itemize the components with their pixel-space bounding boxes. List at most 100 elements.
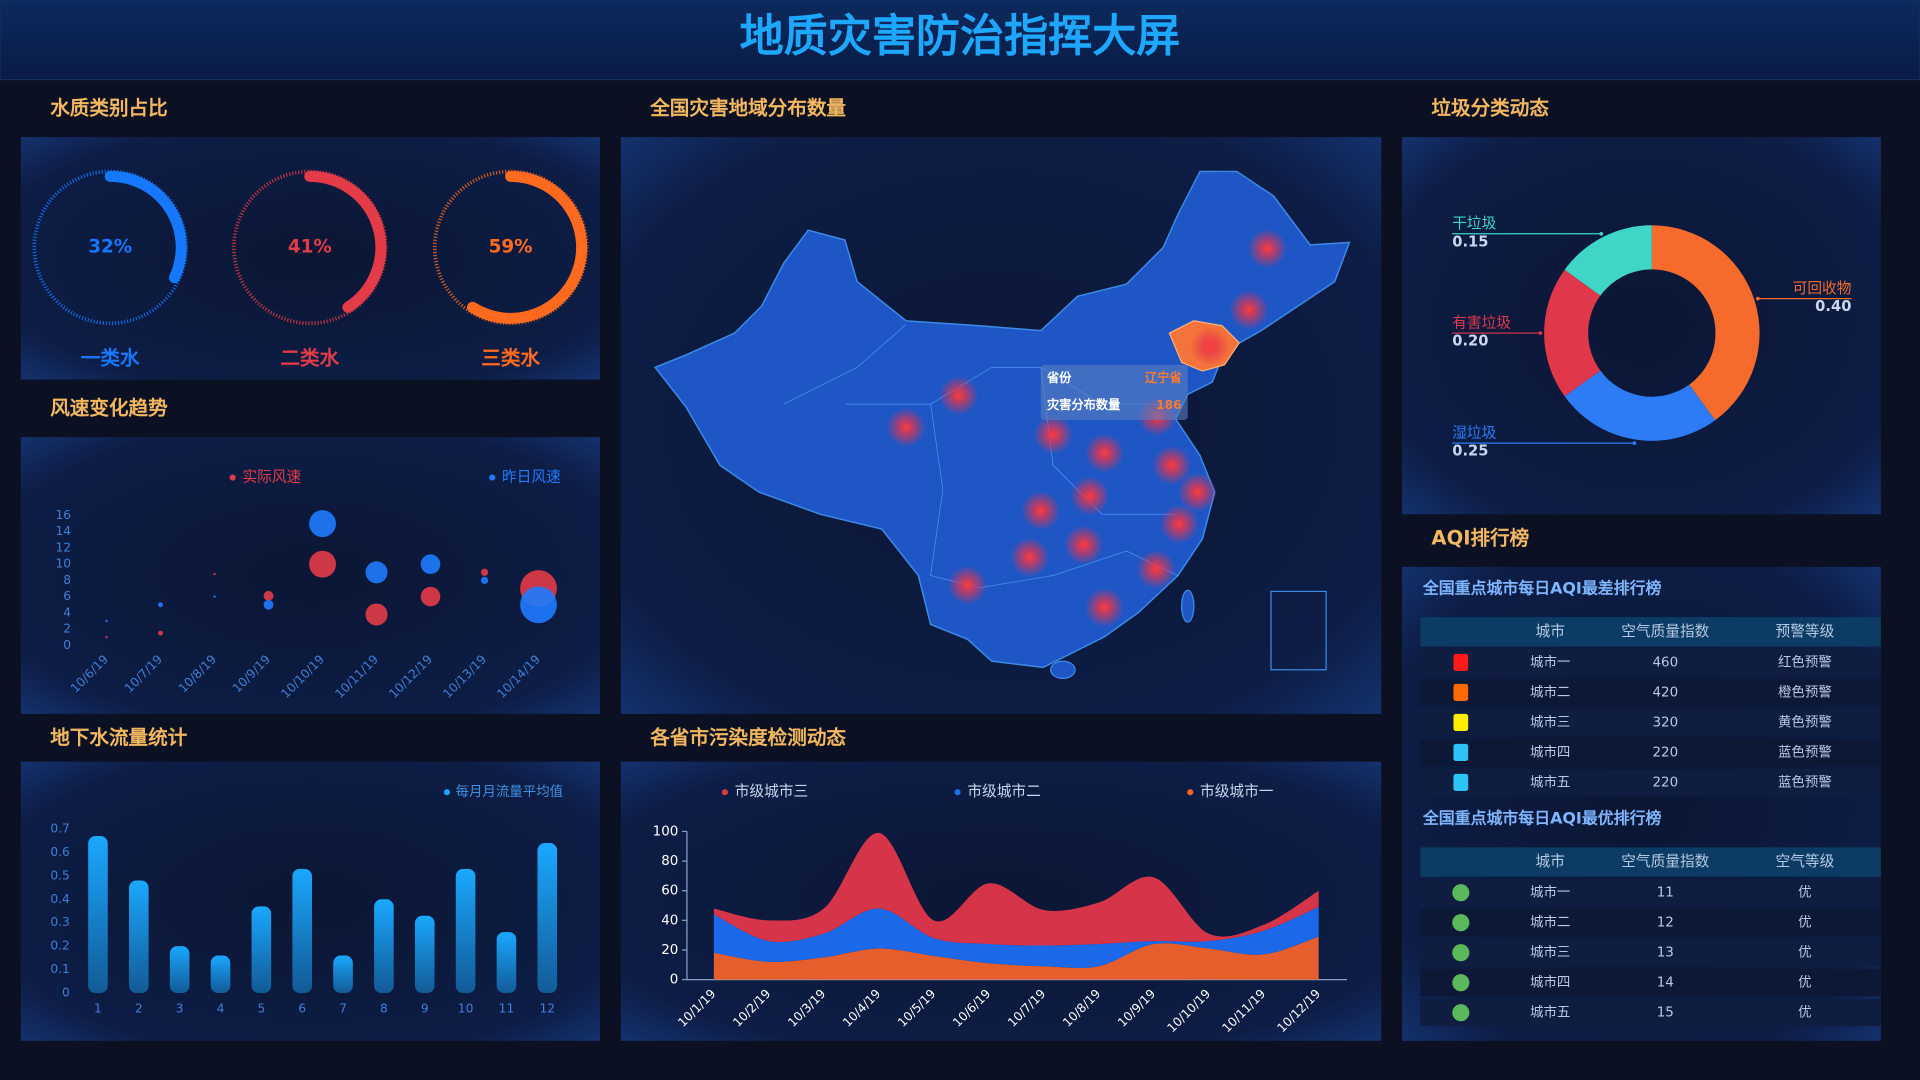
legend-label: 市级城市一 [1200,783,1274,800]
gauge-label: 一类水 [81,346,140,369]
table-cell: 220 [1652,745,1678,760]
table-cell: 优 [1798,975,1811,991]
bubble [213,595,216,598]
y-tick-label: 100 [653,824,679,839]
table-cell: 220 [1652,775,1678,790]
x-tick-label: 12 [540,1001,556,1015]
table-row-bg [1420,909,1881,937]
hotspot [1152,445,1192,485]
x-tick-label: 4 [217,1001,225,1015]
panel-title: 水质类别占比 [50,96,167,119]
y-tick-label: 0.7 [50,821,69,835]
table-cell: 460 [1652,655,1678,670]
table-cell: 城市三 [1530,944,1570,961]
table-cell: 320 [1652,715,1678,730]
bubble [420,586,441,607]
bar [537,843,558,994]
map-inset [1270,590,1327,671]
bubble [105,619,108,623]
legend-marker [229,474,236,481]
legend-marker [954,789,961,796]
table-row-bg [1420,999,1881,1027]
y-tick-label: 12 [55,540,71,554]
hotspot [1229,290,1269,330]
panel [20,437,600,714]
rank-icon [1452,914,1470,932]
bubble [480,568,489,576]
y-tick-label: 0.2 [50,939,69,953]
table-cell: 城市三 [1530,713,1570,730]
bar [455,868,476,994]
bubble [520,586,557,624]
table-row-bg [1420,738,1881,766]
hotspot [1064,525,1104,565]
hotspot [1190,326,1230,367]
table-cell: 城市二 [1530,914,1570,931]
leader-dot [1632,441,1637,445]
bubble [263,590,274,601]
map-border [783,324,907,405]
y-tick-label: 0 [63,638,71,652]
table-cell: 优 [1798,1005,1811,1021]
bar [333,955,353,994]
pie-slice [1544,269,1601,397]
y-tick-label: 14 [55,524,71,538]
x-tick-label: 3 [176,1001,184,1015]
table-header: 空气质量指数 [1621,623,1709,640]
bubble [158,602,163,608]
table-row-bg [1420,879,1881,907]
panel-title: 风速变化趋势 [50,396,168,419]
table-cell: 城市四 [1530,974,1570,991]
legend-label: 实际风速 [242,469,301,486]
gauge-arc [104,170,187,284]
y-tick-label: 0.1 [50,962,69,976]
y-tick-label: 20 [661,943,678,958]
bar [414,915,435,994]
map-island [1050,660,1076,679]
y-tick-label: 0 [62,986,70,1000]
x-tick-label: 11 [499,1001,515,1015]
panel-title: AQI排行榜 [1431,526,1529,549]
table-row-bg [1420,648,1881,676]
panel-title: 地下水流量统计 [50,726,187,749]
y-tick-label: 6 [63,589,71,603]
table-header-bg [1420,617,1881,647]
panel-title: 垃圾分类动态 [1431,96,1549,119]
bubble [365,603,388,626]
panel-title: 各省市污染度检测动态 [649,726,846,749]
hotspot [1033,415,1073,455]
pie-slice [1564,225,1652,296]
hotspot [1070,476,1110,516]
bar [88,836,108,994]
table-cell: 黄色预警 [1778,713,1832,730]
table-cell: 优 [1798,945,1811,961]
bubble [420,554,441,574]
table-header: 空气质量指数 [1621,853,1709,870]
table-cell: 蓝色预警 [1778,743,1832,760]
x-tick-label: 7 [339,1001,347,1015]
table-header-bg [1420,847,1881,877]
y-tick-label: 8 [63,573,71,587]
table-cell: 11 [1657,886,1674,901]
table-header: 城市 [1536,853,1565,870]
table-cell: 城市二 [1530,683,1570,700]
bubble [158,630,163,636]
table-cell: 14 [1657,976,1674,991]
area [713,906,1319,969]
table-title: 全国重点城市每日AQI最差排行榜 [1422,578,1662,597]
table-cell: 蓝色预警 [1778,773,1832,790]
table-cell: 420 [1652,685,1678,700]
pie-slice [1651,225,1760,421]
bubble [263,599,274,610]
rank-icon [1452,1004,1470,1022]
x-tick-label: 10 [458,1001,474,1015]
gauge-arc [304,170,387,313]
leader-dot [1755,296,1760,301]
pie-label: 干垃圾 [1452,215,1496,232]
y-tick-label: 0.5 [50,868,69,882]
table-header: 预警等级 [1776,622,1835,640]
rank-icon [1453,713,1469,732]
panel-title: 全国灾害地域分布数量 [649,96,846,119]
